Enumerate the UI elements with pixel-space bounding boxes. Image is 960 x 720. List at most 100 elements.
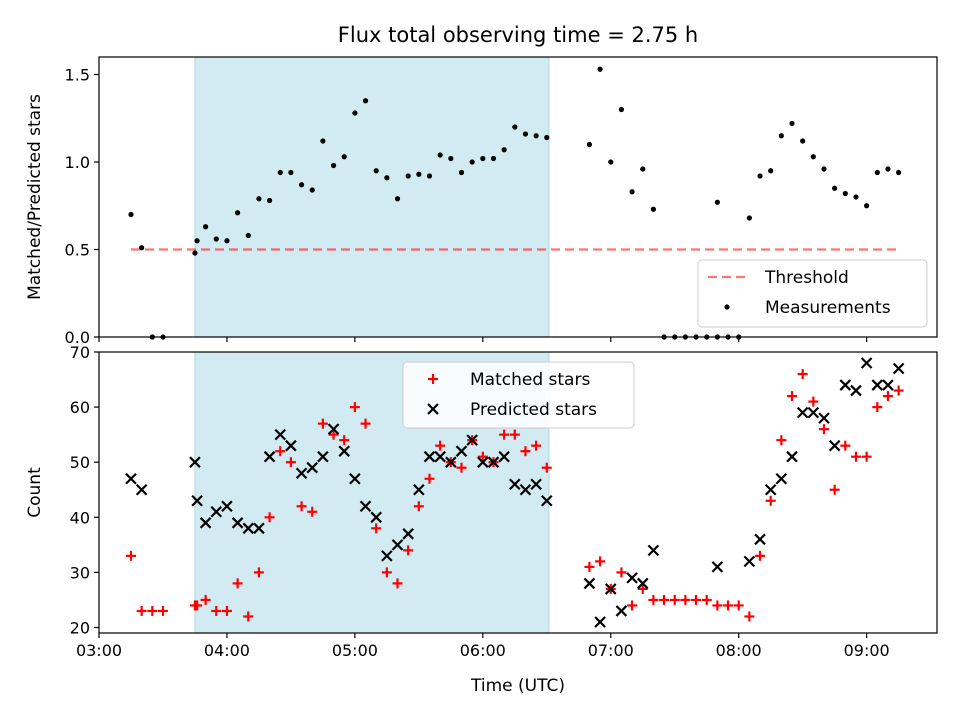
marker-stroke <box>850 384 862 397</box>
predicted-star-point <box>711 561 724 573</box>
matched-star-point <box>637 583 648 594</box>
measurement-point <box>512 124 518 130</box>
y-tick-label: 40 <box>70 508 90 527</box>
y-tick-label: 0.0 <box>65 328 90 347</box>
matched-star-point <box>477 451 488 462</box>
marker-stroke <box>263 450 276 463</box>
measurement-point <box>586 141 593 148</box>
marker-stroke <box>775 472 788 485</box>
measurement-point <box>256 196 262 202</box>
marker-stroke <box>455 445 468 457</box>
legend-matched-label: Matched stars <box>470 370 590 390</box>
matched-star-point <box>381 567 392 578</box>
predicted-star-point <box>487 456 500 468</box>
marker-stroke <box>530 478 542 491</box>
measurement-point <box>194 238 200 244</box>
marker-stroke <box>807 406 820 419</box>
predicted-star-point <box>317 450 329 463</box>
marker-stroke <box>711 561 724 573</box>
legend-predicted-swatch <box>427 403 439 415</box>
legend-threshold-label: Threshold <box>764 268 849 288</box>
measurement-point <box>618 106 625 113</box>
matched-star-point <box>339 435 350 446</box>
predicted-star-point <box>796 406 809 419</box>
matched-star-point <box>872 402 883 413</box>
measurement-point <box>266 197 273 204</box>
predicted-star-point <box>860 357 873 369</box>
measurement-point <box>203 224 209 230</box>
measurement-point <box>853 194 859 200</box>
marker-stroke <box>434 450 446 463</box>
predicted-star-point <box>466 434 478 446</box>
matched-star-point <box>712 600 723 611</box>
predicted-star-point <box>391 539 404 551</box>
x-axis-label: Time (UTC) <box>470 676 565 696</box>
measurement-point <box>362 98 369 104</box>
matched-star-point <box>509 429 520 440</box>
predicted-star-point <box>413 483 425 496</box>
marker-stroke <box>860 357 873 369</box>
measurement-point <box>629 189 635 195</box>
marker-stroke <box>370 511 382 524</box>
marker-stroke <box>317 450 329 463</box>
predicted-star-point <box>455 445 468 457</box>
measurement-point <box>522 131 529 137</box>
marker-stroke <box>892 362 905 375</box>
marker-stroke <box>882 379 894 391</box>
measurement-point <box>768 168 774 174</box>
marker-stroke <box>796 406 809 419</box>
measurement-point <box>714 199 720 205</box>
marker-stroke <box>381 550 393 562</box>
measurement-point <box>778 133 784 139</box>
marker-stroke <box>743 555 756 568</box>
legend-measurements-swatch <box>724 304 730 310</box>
measurement-point <box>224 238 230 244</box>
predicted-star-point <box>285 439 297 452</box>
measurement-point <box>373 168 379 174</box>
measurement-point <box>896 169 902 176</box>
matched-star-point <box>192 600 203 611</box>
predicted-star-point <box>604 583 617 595</box>
matched-star-point <box>360 418 371 429</box>
legend-matched-swatch <box>428 374 438 384</box>
measurement-point <box>437 152 443 158</box>
measurement-point <box>490 155 497 162</box>
chart-title: Flux total observing time = 2.75 h <box>338 23 698 47</box>
axes-frame <box>98 351 938 634</box>
predicted-star-point <box>191 494 203 507</box>
matched-star-point <box>733 600 744 611</box>
marker-stroke <box>253 522 265 535</box>
measurement-point <box>235 210 241 216</box>
predicted-star-point <box>892 362 905 375</box>
matched-star-point <box>157 605 168 616</box>
matched-star-point <box>765 495 776 506</box>
marker-stroke <box>242 522 255 535</box>
predicted-star-point <box>871 379 884 391</box>
marker-stroke <box>466 434 478 446</box>
matched-star-point <box>520 446 531 457</box>
marker-stroke <box>786 450 798 463</box>
measurement-point <box>544 134 550 141</box>
matched-star-point <box>648 594 659 605</box>
measurement-point <box>789 120 795 127</box>
measurement-point <box>821 166 827 172</box>
predicted-star-point <box>423 450 436 463</box>
matched-star-point <box>456 462 467 473</box>
matched-star-point <box>627 600 638 611</box>
predicted-star-point <box>477 456 489 468</box>
y-axis-label: Count <box>25 467 45 518</box>
matched-star-point <box>232 578 243 589</box>
x-tick-label: 04:00 <box>204 641 250 660</box>
predicted-star-point <box>381 550 393 562</box>
marker-stroke <box>125 472 137 485</box>
predicted-star-point <box>818 412 830 424</box>
predicted-star-point <box>253 522 265 535</box>
marker-stroke <box>487 456 500 468</box>
matched-star-point <box>818 424 829 435</box>
predicted-star-point <box>882 379 894 391</box>
predicted-star-point <box>647 544 660 557</box>
series-predicted-stars <box>125 357 905 628</box>
predicted-star-point <box>434 450 446 463</box>
measurement-point <box>330 162 337 169</box>
matched-star-point <box>776 435 787 446</box>
